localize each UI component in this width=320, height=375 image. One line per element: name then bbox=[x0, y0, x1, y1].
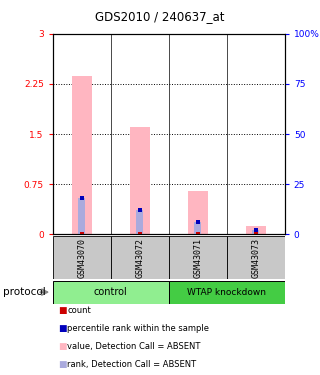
Bar bbox=[130, 128, 150, 234]
Bar bbox=[53, 280, 169, 304]
Text: WTAP knockdown: WTAP knockdown bbox=[187, 288, 266, 297]
Bar bbox=[227, 236, 285, 279]
Text: control: control bbox=[94, 287, 128, 297]
Text: ■: ■ bbox=[58, 324, 67, 333]
Text: GSM43070: GSM43070 bbox=[77, 238, 86, 278]
Text: GDS2010 / 240637_at: GDS2010 / 240637_at bbox=[95, 10, 225, 23]
Text: percentile rank within the sample: percentile rank within the sample bbox=[67, 324, 209, 333]
Text: GSM43073: GSM43073 bbox=[251, 238, 260, 278]
Text: ■: ■ bbox=[58, 360, 67, 369]
Bar bbox=[169, 236, 227, 279]
Bar bbox=[194, 222, 201, 234]
Text: GSM43071: GSM43071 bbox=[193, 238, 202, 278]
Bar bbox=[136, 210, 143, 234]
Text: value, Detection Call = ABSENT: value, Detection Call = ABSENT bbox=[67, 342, 201, 351]
Text: rank, Detection Call = ABSENT: rank, Detection Call = ABSENT bbox=[67, 360, 196, 369]
Text: count: count bbox=[67, 306, 91, 315]
Text: ■: ■ bbox=[58, 306, 67, 315]
Bar bbox=[72, 76, 92, 234]
Bar bbox=[188, 191, 208, 234]
Text: GSM43072: GSM43072 bbox=[135, 238, 144, 278]
Bar bbox=[53, 236, 111, 279]
Bar bbox=[169, 280, 285, 304]
Bar bbox=[246, 226, 266, 234]
Text: ■: ■ bbox=[58, 342, 67, 351]
Bar bbox=[252, 230, 259, 234]
Bar bbox=[111, 236, 169, 279]
Bar bbox=[78, 198, 85, 234]
Text: protocol: protocol bbox=[3, 287, 46, 297]
